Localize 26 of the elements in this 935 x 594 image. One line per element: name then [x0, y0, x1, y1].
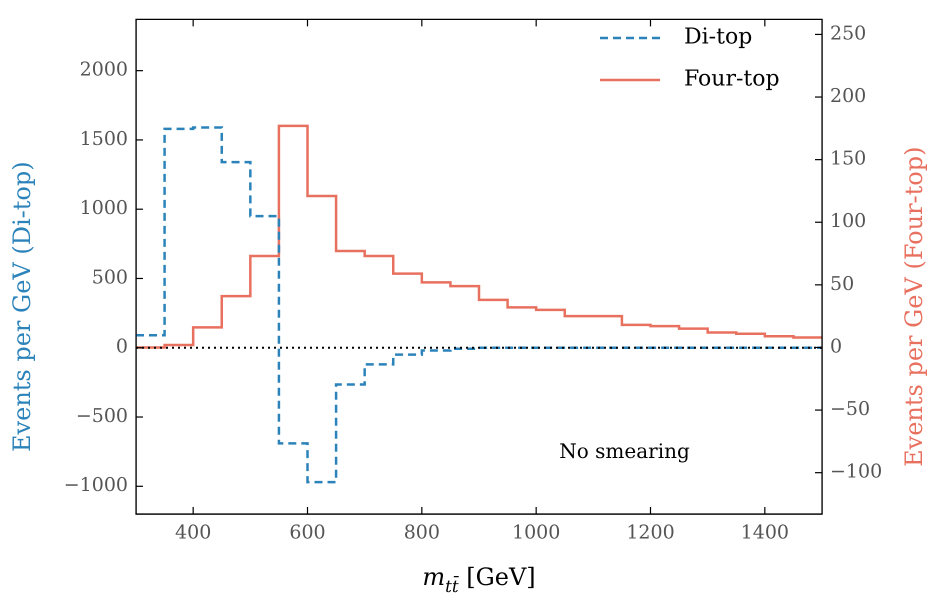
y-tick-label: 2000 [80, 58, 128, 81]
y2-tick-label: −100 [830, 460, 882, 483]
legend-label: Four-top [684, 66, 780, 92]
y-tick-label: 500 [92, 266, 128, 288]
y-tick-label: 1000 [80, 197, 128, 220]
annotation: No smearing [559, 439, 690, 464]
y-tick-label: 1500 [80, 128, 128, 150]
x-tick-label: 1000 [512, 521, 560, 544]
x-tick-label: 1200 [626, 521, 675, 544]
y2-tick-label: 150 [830, 148, 866, 170]
x-tick-label: 1400 [740, 521, 790, 544]
legend-label: Di-top [684, 24, 752, 50]
y2-tick-label: 200 [830, 84, 866, 107]
y2-axis-title: Events per GeV (Four-top) [900, 146, 928, 467]
y-tick-label: −500 [76, 404, 128, 427]
x-tick-label: 600 [289, 521, 326, 544]
y2-tick-label: −50 [830, 398, 870, 420]
y2-tick-label: 100 [830, 210, 866, 232]
y-tick-label: 0 [116, 336, 128, 358]
y2-tick-label: 250 [830, 22, 866, 44]
y2-tick-label: 0 [830, 335, 842, 358]
y2-tick-label: 50 [830, 272, 854, 295]
y-axis-title: Events per GeV (Di-top) [8, 161, 36, 452]
x-tick-label: 800 [404, 521, 440, 544]
y-tick-label: −1000 [64, 474, 128, 496]
x-tick-label: 400 [175, 521, 212, 544]
